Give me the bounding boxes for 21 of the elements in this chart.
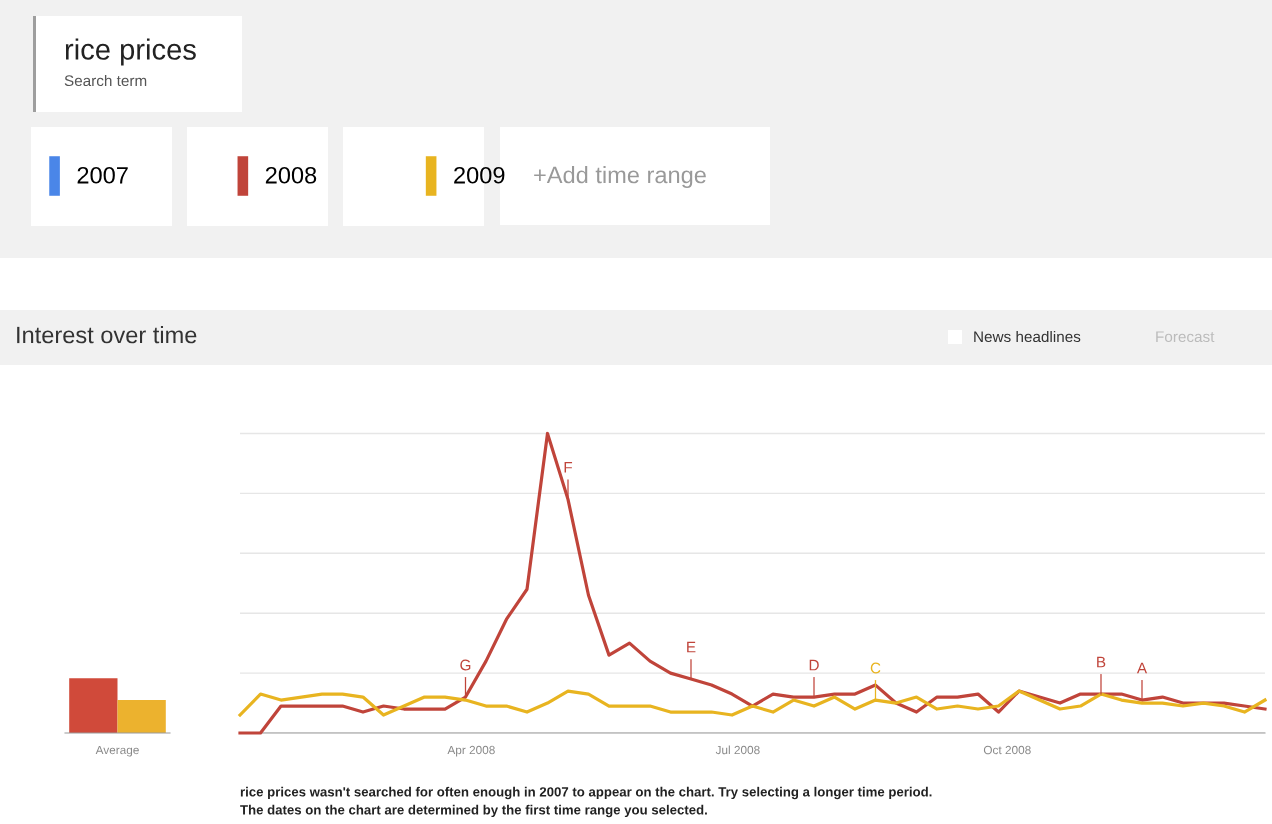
text: Search term (64, 74, 147, 87)
annotation: F (564, 462, 573, 473)
annotation: D (809, 659, 819, 671)
legend-label: 2007 (77, 166, 128, 184)
legend-label: 2008 (265, 166, 317, 184)
x-tick-label: Average (95, 745, 139, 757)
text: +Add time range (534, 165, 706, 188)
chart-title: Interest over time (17, 325, 197, 344)
text: rice prices (65, 38, 196, 66)
annotation: B (1097, 656, 1106, 668)
annotation: C (870, 662, 881, 674)
legend-label: 2009 (454, 166, 505, 184)
annotation: G (460, 659, 471, 671)
annotation: E (687, 641, 696, 653)
text: News headlines (974, 330, 1081, 343)
x-tick-label: Apr 2008 (447, 745, 495, 757)
annotation: A (1136, 662, 1148, 674)
x-tick-label: Oct 2008 (983, 745, 1031, 755)
x-tick-label: Jul 2008 (715, 745, 760, 755)
text: The dates on the chart are determined by the first time range you selected. (240, 804, 707, 818)
text: rice prices wasn't searched for often enough in 2007 to appear on the chart. Try selecting a longer time period. (240, 786, 932, 800)
